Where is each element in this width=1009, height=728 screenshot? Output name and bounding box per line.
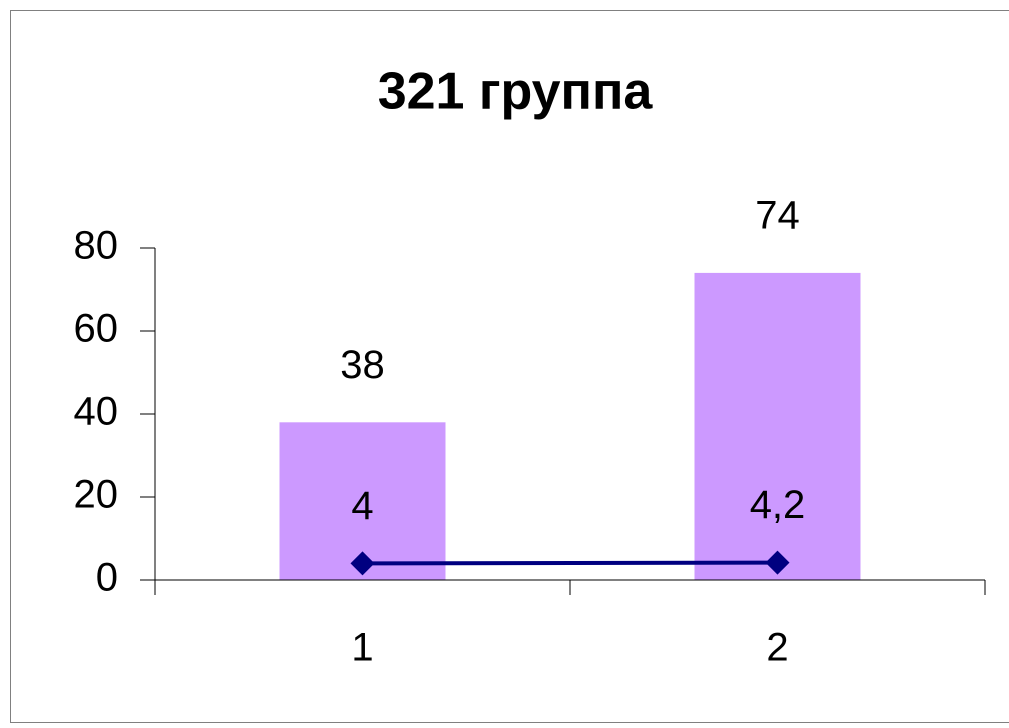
line — [362, 560, 778, 566]
data-label: 4,2 — [750, 483, 806, 527]
y-tick-label: 60 — [74, 307, 119, 351]
chart-title: 321 группа — [378, 63, 654, 121]
y-tick-label: 20 — [74, 473, 119, 517]
x-tick-label: 1 — [351, 626, 373, 670]
x-tick-label: 2 — [766, 626, 788, 670]
line-marker — [350, 551, 375, 576]
line-marker — [765, 550, 790, 575]
data-label: 74 — [755, 193, 800, 237]
data-label: 4 — [351, 484, 373, 528]
bar — [694, 272, 861, 580]
y-tick-label: 80 — [74, 224, 119, 268]
y-tick-label: 40 — [74, 390, 119, 434]
y-tick-label: 0 — [96, 556, 118, 600]
data-label: 38 — [340, 343, 385, 387]
